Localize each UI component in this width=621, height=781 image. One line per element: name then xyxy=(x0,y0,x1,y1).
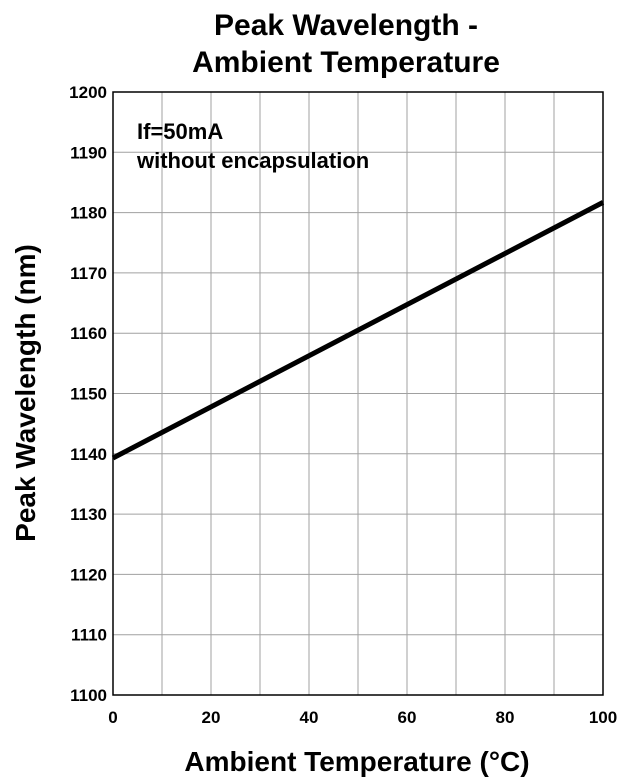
y-axis-label: Peak Wavelength (nm) xyxy=(10,244,41,542)
x-axis-label: Ambient Temperature (°C) xyxy=(184,746,529,777)
y-tick-label: 1130 xyxy=(70,505,107,524)
x-tick-label: 20 xyxy=(202,708,221,727)
chart-title-line-2: Ambient Temperature xyxy=(192,46,500,79)
y-tick-label: 1160 xyxy=(70,324,107,343)
x-tick-label: 100 xyxy=(589,708,617,727)
plot-frame xyxy=(112,91,604,696)
x-tick-label: 0 xyxy=(108,708,117,727)
y-tick-label: 1120 xyxy=(70,565,107,584)
y-tick-label: 1190 xyxy=(70,143,107,162)
series-line xyxy=(111,200,605,461)
y-tick-label: 1180 xyxy=(70,204,107,223)
y-tick-label: 1100 xyxy=(70,686,107,705)
x-tick-label: 80 xyxy=(496,708,515,727)
y-tick-label: 1110 xyxy=(71,626,107,645)
y-tick-label: 1170 xyxy=(70,264,107,283)
series-lines xyxy=(111,200,605,461)
chart-title-line-1: Peak Wavelength - xyxy=(214,9,478,42)
y-tick-label: 1150 xyxy=(70,385,107,404)
x-tick-label: 40 xyxy=(300,708,319,727)
y-tick-labels: 1100 1110 1120 1130 1140 1150 1160 1170 1180 1190… xyxy=(69,83,107,705)
y-tick-label: 1200 xyxy=(69,83,107,102)
x-tick-labels: 0 20 40 60 80 100 xyxy=(108,708,617,727)
x-tick-label: 60 xyxy=(398,708,417,727)
annotation-line-1: If=50mA xyxy=(137,119,223,144)
y-tick-label: 1140 xyxy=(70,445,107,464)
annotation-line-2: without encapsulation xyxy=(136,148,369,173)
grid xyxy=(113,92,603,695)
